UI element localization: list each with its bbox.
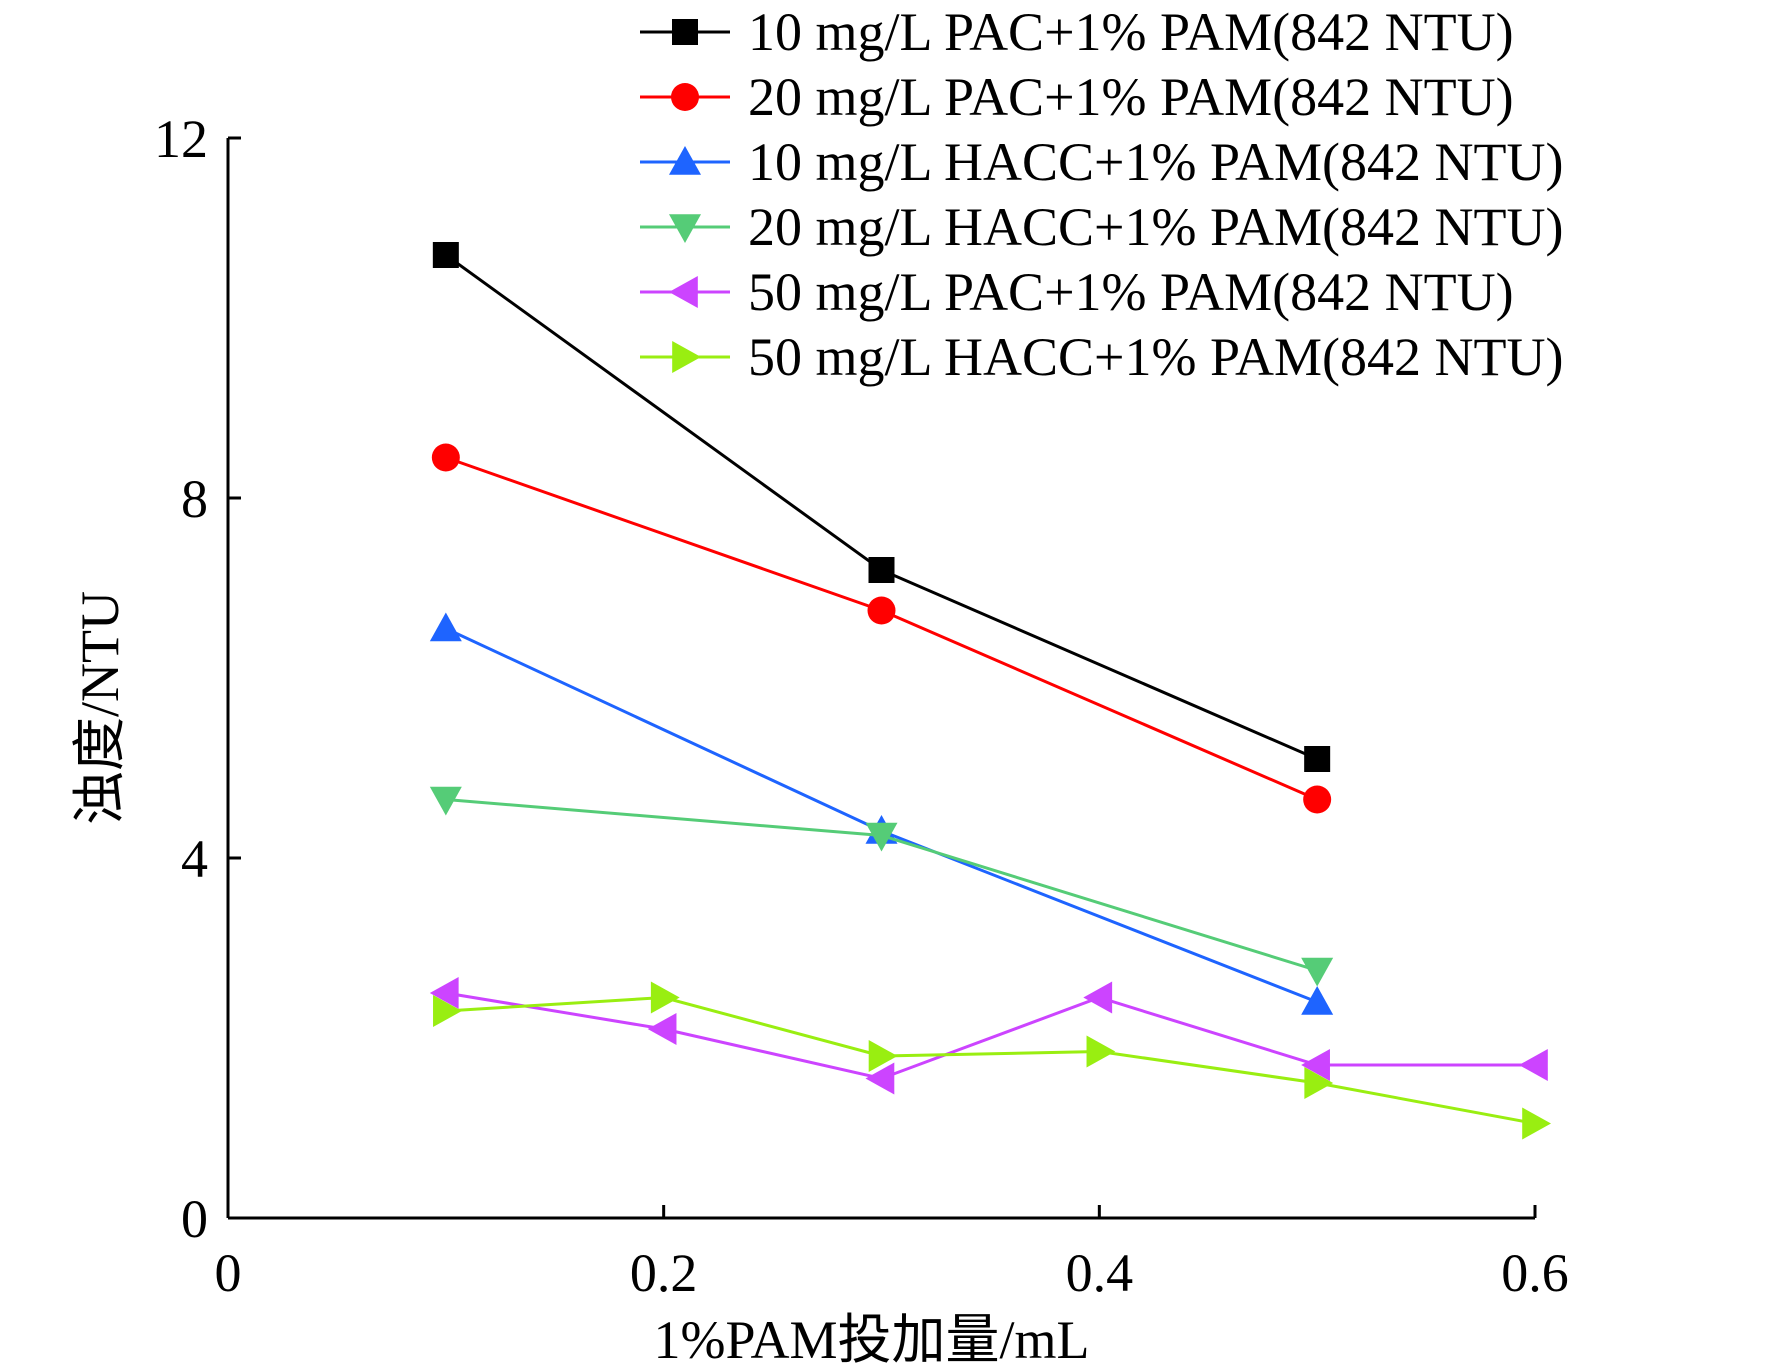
data-point — [431, 443, 460, 472]
data-point — [865, 822, 898, 852]
x-tick-label: 0 — [215, 1243, 242, 1303]
legend-label: 20 mg/L PAC+1% PAM(842 NTU) — [748, 67, 1514, 127]
legend-item: 10 mg/L PAC+1% PAM(842 NTU) — [640, 2, 1514, 62]
data-point — [432, 242, 459, 268]
series-line — [445, 991, 1535, 1081]
legend-marker — [669, 276, 698, 308]
data-point — [1303, 785, 1332, 814]
legend-item: 50 mg/L HACC+1% PAM(842 NTU) — [640, 327, 1563, 387]
legend-label: 10 mg/L PAC+1% PAM(842 NTU) — [748, 2, 1514, 62]
data-point — [1083, 981, 1113, 1014]
series-5 — [429, 977, 1548, 1095]
series-line — [445, 456, 1318, 801]
x-tick-label: 0.4 — [1066, 1243, 1134, 1303]
data-point — [429, 612, 462, 642]
series-line — [445, 995, 1536, 1125]
y-tick-label: 0 — [181, 1189, 208, 1249]
data-point — [1519, 1049, 1548, 1081]
data-point — [1301, 1049, 1330, 1081]
data-point — [868, 1040, 898, 1072]
legend: 10 mg/L PAC+1% PAM(842 NTU)20 mg/L PAC+1… — [640, 2, 1563, 387]
y-tick-label: 8 — [181, 469, 208, 529]
data-point — [647, 1013, 677, 1045]
data-point — [867, 596, 896, 625]
data-point — [868, 557, 895, 583]
legend-marker — [669, 214, 701, 243]
series-4 — [429, 786, 1334, 987]
y-axis-title: 浊度/NTU — [70, 591, 130, 825]
legend-label: 10 mg/L HACC+1% PAM(842 NTU) — [748, 132, 1563, 192]
x-tick-label: 0.6 — [1501, 1243, 1569, 1303]
legend-marker — [669, 146, 701, 175]
legend-item: 20 mg/L PAC+1% PAM(842 NTU) — [640, 67, 1514, 127]
data-point — [650, 981, 680, 1014]
data-point — [865, 1062, 895, 1095]
data-point — [429, 977, 459, 1009]
y-tick-label: 4 — [181, 829, 208, 889]
y-tick-label: 12 — [154, 109, 208, 169]
legend-label: 50 mg/L HACC+1% PAM(842 NTU) — [748, 327, 1563, 387]
series-layer — [429, 242, 1551, 1140]
legend-label: 20 mg/L HACC+1% PAM(842 NTU) — [748, 197, 1563, 257]
legend-item: 50 mg/L PAC+1% PAM(842 NTU) — [640, 262, 1514, 322]
legend-item: 10 mg/L HACC+1% PAM(842 NTU) — [640, 132, 1563, 192]
data-point — [1086, 1035, 1116, 1068]
legend-marker — [671, 83, 699, 111]
series-1 — [432, 242, 1331, 772]
series-3 — [429, 612, 1334, 1015]
data-point — [1301, 986, 1334, 1015]
data-point — [1522, 1107, 1551, 1140]
data-point — [429, 786, 462, 816]
data-point — [1304, 1067, 1334, 1099]
data-point — [1304, 746, 1331, 772]
series-2 — [431, 443, 1332, 814]
x-axis-title: 1%PAM投加量/mL — [653, 1310, 1089, 1370]
x-tick-label: 0.2 — [630, 1243, 698, 1303]
series-6 — [433, 981, 1551, 1140]
data-point — [433, 995, 462, 1027]
axes: 0 0.2 0.4 0.6 0 4 8 12 — [154, 109, 1569, 1303]
legend-marker — [672, 19, 698, 45]
legend-label: 50 mg/L PAC+1% PAM(842 NTU) — [748, 262, 1514, 322]
legend-marker — [672, 341, 701, 373]
data-point — [1301, 957, 1334, 987]
legend-item: 20 mg/L HACC+1% PAM(842 NTU) — [640, 197, 1563, 257]
